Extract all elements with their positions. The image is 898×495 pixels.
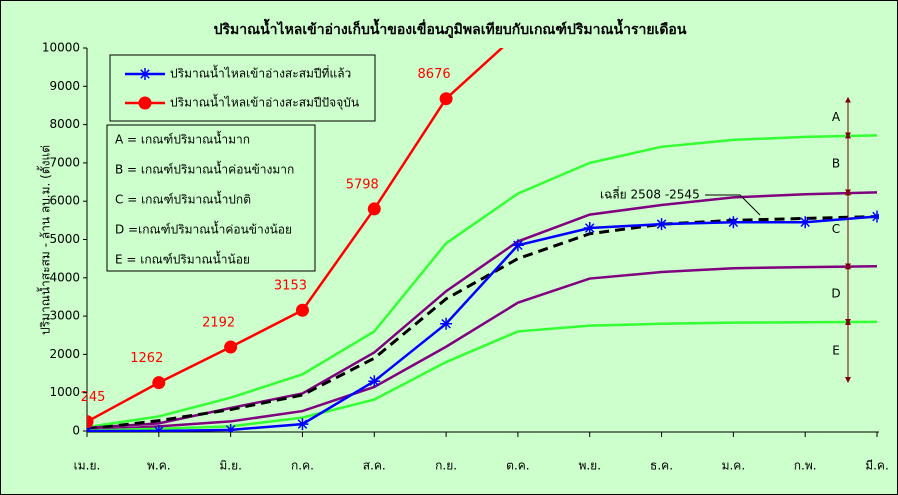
series-line xyxy=(87,215,878,431)
marker xyxy=(439,92,453,106)
key-note: B = เกณฑ์ปริมาณน้ำค่อนข้างมาก xyxy=(115,161,294,177)
y-tick-label: 3000 xyxy=(49,309,80,323)
marker xyxy=(87,415,94,429)
marker xyxy=(367,202,381,216)
x-tick-label: ม.ค. xyxy=(722,459,746,473)
y-tick-label: 1000 xyxy=(49,385,80,399)
data-label: 245 xyxy=(81,390,106,405)
marker xyxy=(727,216,740,229)
y-axis-title: ปริมาณน้ำสะสม - ล้าน ลบ.ม. (ตั้งแต่ xyxy=(37,145,53,335)
series-line xyxy=(87,265,878,432)
x-tick-label: ธ.ค. xyxy=(650,459,673,473)
chart-title: ปริมาณน้ำไหลเข้าอ่างเก็บน้ำของเขื่อนภูมิ… xyxy=(214,18,687,38)
x-tick-label: ก.ค. xyxy=(291,459,314,473)
y-tick-label: 4000 xyxy=(49,270,80,284)
x-tick-label: ส.ค. xyxy=(363,459,386,473)
x-tick-label: มิ.ย. xyxy=(219,459,242,473)
legend-label: ปริมาณน้ำไหลเข้าอ่างสะสมปีที่แล้ว xyxy=(170,65,351,81)
marker xyxy=(583,222,596,235)
marker xyxy=(440,317,453,330)
key-note: E = เกณฑ์ปริมาณน้ำน้อย xyxy=(115,251,250,267)
range-label: B xyxy=(832,156,840,170)
range-label: E xyxy=(832,343,840,357)
annotation: เฉลี่ย 2508 -2545 xyxy=(600,186,700,202)
marker xyxy=(139,68,151,80)
x-tick-label: มี.ค. xyxy=(865,459,889,473)
range-label: D xyxy=(831,287,840,301)
key-box xyxy=(106,124,316,272)
data-label: 3153 xyxy=(274,279,307,294)
marker xyxy=(655,218,668,231)
x-tick-label: ก.ย. xyxy=(435,459,457,473)
y-tick-label: 7000 xyxy=(49,155,80,169)
legend-label: ปริมาณน้ำไหลเข้าอ่างสะสมปีปัจจุบัน xyxy=(170,94,359,111)
y-tick-label: 9000 xyxy=(49,79,80,93)
y-tick-label: 2000 xyxy=(49,347,80,361)
x-tick-label: ก.พ. xyxy=(794,459,817,473)
x-tick-label: ต.ค. xyxy=(506,459,529,473)
y-tick-label: 5000 xyxy=(49,232,80,246)
y-tick-label: 0 xyxy=(72,424,80,438)
series-line xyxy=(87,320,878,432)
marker xyxy=(138,96,152,110)
marker xyxy=(224,340,238,354)
marker xyxy=(511,239,524,252)
legend xyxy=(109,54,376,122)
x-tick-label: พ.ย. xyxy=(578,459,601,473)
data-label: 8676 xyxy=(418,67,451,82)
marker xyxy=(368,375,381,388)
data-label: 1262 xyxy=(130,351,163,366)
data-label: 2192 xyxy=(202,316,235,331)
marker xyxy=(152,376,166,390)
x-tick-label: เม.ย. xyxy=(74,459,101,473)
series-line xyxy=(87,215,878,432)
marker xyxy=(871,210,879,223)
y-tick-label: 10000 xyxy=(42,41,80,55)
y-tick-label: 8000 xyxy=(49,117,80,131)
key-note: C = เกณฑ์ปริมาณน้ำปกติ xyxy=(115,191,251,207)
marker xyxy=(224,423,237,432)
marker xyxy=(799,216,812,229)
key-note: D =เกณฑ์ปริมาณน้ำค่อนข้างน้อย xyxy=(115,221,292,237)
marker xyxy=(295,303,309,317)
range-label: C xyxy=(832,222,840,236)
annotation-leader xyxy=(705,194,761,216)
marker xyxy=(296,418,309,431)
x-tick-label: พ.ค. xyxy=(147,459,171,473)
marker xyxy=(152,425,165,432)
y-tick-label: 6000 xyxy=(49,194,80,208)
key-note: A = เกณฑ์ปริมาณน้ำมาก xyxy=(115,131,250,147)
range-label: A xyxy=(832,110,841,124)
series-line xyxy=(87,134,878,429)
plot-area xyxy=(87,48,879,432)
data-label: 5798 xyxy=(346,177,379,192)
